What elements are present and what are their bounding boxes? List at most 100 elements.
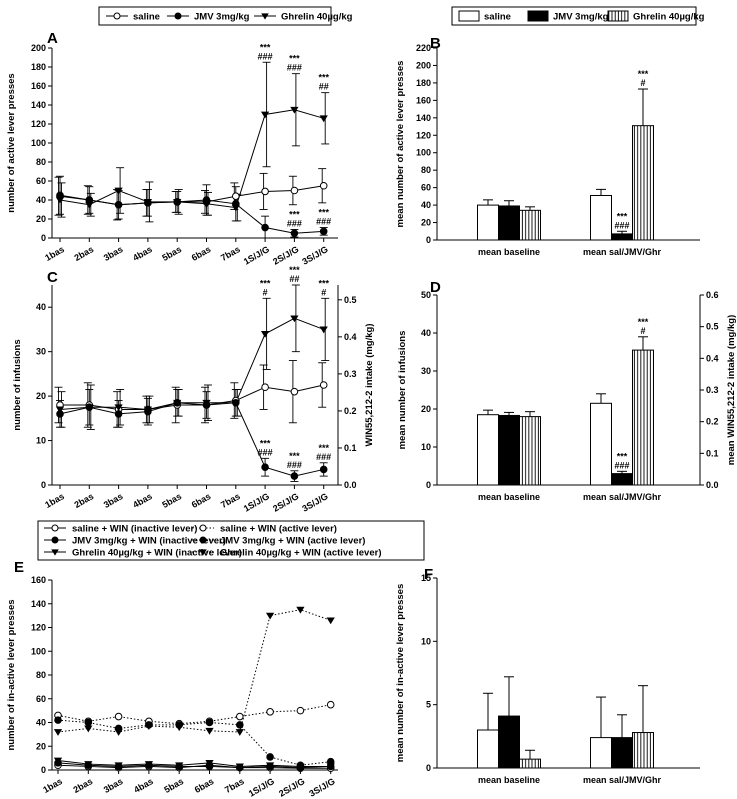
x-tick-label: mean baseline xyxy=(478,492,540,502)
y-tick-label: 20 xyxy=(36,391,46,401)
legend-label: JMV 3mg/kg + WIN (inactive lever) xyxy=(72,536,226,547)
bar xyxy=(632,349,654,486)
data-point xyxy=(85,201,94,209)
x-tick-label: 5bas xyxy=(162,776,185,795)
data-point xyxy=(266,708,274,716)
x-tick-label: 2bas xyxy=(73,491,96,510)
data-point xyxy=(296,706,305,715)
y-tick-label: 140 xyxy=(31,100,46,110)
significance-marker: # xyxy=(321,287,326,297)
legend-marker xyxy=(199,549,207,556)
x-tick-label: mean sal/JMV/Ghr xyxy=(583,247,662,257)
legend-label: Ghrelin 40µg/kg + WIN (inactive lever) xyxy=(72,548,242,559)
legend-marker xyxy=(261,13,269,20)
data-point xyxy=(53,757,63,765)
data-point xyxy=(114,187,123,195)
data-point xyxy=(114,404,123,412)
data-point xyxy=(290,106,299,114)
data-point xyxy=(84,718,93,727)
y-tick-label: 30 xyxy=(36,347,46,357)
data-point xyxy=(296,606,305,614)
x-tick-label: 6bas xyxy=(190,491,213,510)
significance-marker: *** xyxy=(260,438,271,448)
x-tick-label: 3S/J/G xyxy=(300,491,329,514)
significance-marker: *** xyxy=(638,317,649,327)
significance-marker: *** xyxy=(318,208,329,218)
data-point xyxy=(231,399,240,407)
data-point xyxy=(84,725,93,733)
y2-tick-label: 0.1 xyxy=(344,443,357,453)
data-point xyxy=(261,383,269,392)
series-line xyxy=(57,609,331,733)
y-axis-title: number of active lever presses xyxy=(6,73,17,212)
y-tick-label: 40 xyxy=(36,718,46,728)
data-point xyxy=(265,612,275,620)
bar xyxy=(498,414,520,486)
series-line xyxy=(57,704,331,725)
y-tick-label: 120 xyxy=(31,119,46,129)
bar xyxy=(498,715,520,769)
x-tick-label: 1bas xyxy=(43,491,66,510)
data-point xyxy=(290,315,299,323)
y2-tick-label: 0.2 xyxy=(344,406,357,416)
y2-tick-label: 0.1 xyxy=(706,448,719,458)
x-tick-label: 4bas xyxy=(132,776,155,795)
y-tick-label: 220 xyxy=(416,43,431,53)
bar xyxy=(519,416,541,486)
bar xyxy=(632,732,654,769)
y-tick-label: 120 xyxy=(416,130,431,140)
x-tick-label: 1S/J/G xyxy=(242,491,271,514)
significance-marker: ### xyxy=(258,447,273,457)
x-tick-label: 6bas xyxy=(193,776,216,795)
data-point xyxy=(265,762,275,770)
bar xyxy=(477,204,499,241)
x-tick-label: 3bas xyxy=(102,776,125,795)
series-line xyxy=(57,762,331,769)
significance-marker: # xyxy=(640,78,645,88)
x-tick-label: mean sal/JMV/Ghr xyxy=(583,775,662,785)
significance-marker: ## xyxy=(289,274,299,284)
legend-marker xyxy=(113,12,121,20)
legend-box xyxy=(451,6,697,26)
significance-marker: ### xyxy=(287,218,302,228)
y-tick-label: 200 xyxy=(416,60,431,70)
y-tick-label: 50 xyxy=(421,290,431,300)
y-tick-label: 5 xyxy=(426,700,431,710)
data-point xyxy=(326,763,335,771)
y2-tick-label: 0.4 xyxy=(344,332,357,342)
y-tick-label: 0 xyxy=(426,235,431,245)
data-point xyxy=(319,326,328,334)
y2-axis-title: WIN55,212-2 intake (mg/kg) xyxy=(364,323,375,446)
data-point xyxy=(290,472,299,480)
y-axis-title: mean number of infusions xyxy=(397,331,408,450)
bar xyxy=(590,194,612,241)
bar xyxy=(477,729,499,769)
significance-marker: ### xyxy=(287,63,302,73)
significance-marker: ### xyxy=(316,217,331,227)
series-line xyxy=(59,194,324,234)
x-tick-label: 6bas xyxy=(190,244,213,263)
x-tick-label: mean sal/JMV/Ghr xyxy=(583,492,662,502)
legend-label: Ghrelin 40µg/kg + WIN (active lever) xyxy=(220,548,382,559)
data-point xyxy=(175,724,184,732)
y-tick-label: 80 xyxy=(36,157,46,167)
x-tick-label: 7bas xyxy=(219,491,242,510)
y-tick-label: 20 xyxy=(36,741,46,751)
y-tick-label: 60 xyxy=(421,183,431,193)
bar xyxy=(611,473,633,486)
x-tick-label: 1S/J/G xyxy=(247,776,276,799)
y-tick-label: 140 xyxy=(416,113,431,123)
bar xyxy=(611,233,633,241)
significance-marker: *** xyxy=(318,443,329,453)
bar xyxy=(611,737,633,769)
data-point xyxy=(290,229,299,238)
bar xyxy=(519,758,541,769)
data-point xyxy=(173,399,182,407)
series-line xyxy=(60,384,324,410)
significance-marker: ### xyxy=(614,220,629,230)
y2-tick-label: 0.0 xyxy=(706,480,719,490)
bar xyxy=(519,209,541,241)
legend-label: saline xyxy=(133,12,160,23)
y-tick-label: 40 xyxy=(421,328,431,338)
